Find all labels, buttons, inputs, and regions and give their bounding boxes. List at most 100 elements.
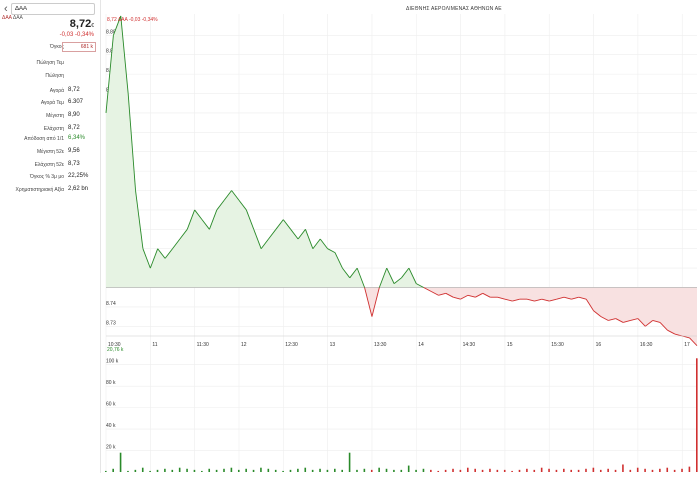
price-point — [194, 209, 203, 220]
volume-bar — [252, 469, 255, 472]
currency-suffix: € — [91, 23, 94, 29]
stat-row: Χρηματιστηριακή Αξία 2,62 bn — [0, 185, 100, 195]
price-point — [504, 298, 513, 302]
price-point — [223, 190, 232, 201]
chevron-left-icon[interactable]: ‹ — [4, 3, 8, 15]
x-tick-label: 14:30 — [463, 342, 476, 348]
price-point — [615, 318, 624, 323]
price-point — [120, 15, 129, 94]
price-point — [416, 283, 424, 288]
vol-tick-label: 80 k — [106, 380, 116, 386]
price-point — [549, 298, 557, 302]
volume-bar — [688, 466, 691, 472]
volume-bar — [319, 468, 321, 472]
area-above-baseline — [106, 15, 697, 288]
volume-bar — [407, 465, 410, 472]
stat-label: Ελάχιστη 52ε — [34, 162, 64, 168]
stat-row: Μέγιστη 52ε 9,56 — [0, 147, 100, 157]
volume-bar — [289, 469, 292, 472]
volume-bar — [437, 470, 440, 472]
stat-value: 8,90 — [68, 112, 80, 118]
ticker-code: ΔΑΑ ΔΑΑ — [2, 15, 23, 21]
price-point — [319, 238, 328, 249]
stat-label: Αγορά — [49, 88, 64, 94]
price-point — [438, 292, 446, 296]
volume-bar — [636, 467, 639, 472]
price-point — [585, 298, 594, 312]
x-tick-label: 16:30 — [640, 342, 653, 348]
search-input[interactable] — [11, 3, 95, 15]
price-point — [637, 318, 646, 327]
price-point — [209, 209, 218, 230]
price-point — [600, 316, 609, 321]
volume-bar — [452, 468, 454, 472]
price-point — [401, 267, 410, 279]
price-point — [556, 296, 565, 300]
price-point — [571, 296, 579, 300]
price-point — [312, 238, 321, 249]
stat-row: Μέγιστη 8,90 — [0, 111, 100, 121]
stat-label: Μέγιστη 52ε — [36, 149, 64, 155]
volume-value: 681 k — [62, 42, 96, 52]
quote-panel: ‹ ΔΑΑ ΔΑΑ 8,72€ -0,03 -0,34% Όγκος 681 k… — [0, 0, 101, 473]
stat-row: Απόδοση από 1/1 6,34% — [0, 134, 100, 144]
price-point — [623, 320, 631, 323]
volume-bar — [614, 469, 617, 472]
ticker-code-prefix: ΔΑΑ — [2, 15, 12, 21]
price-point — [157, 248, 166, 259]
price-point — [105, 35, 114, 113]
price-point — [563, 296, 572, 300]
price-point — [682, 335, 690, 339]
price-point — [238, 199, 247, 211]
stat-value: 8,72 — [68, 125, 80, 131]
volume-bar — [696, 358, 698, 472]
x-tick-label: 16 — [596, 342, 602, 348]
volume-bar — [496, 469, 499, 472]
price-point — [216, 199, 225, 211]
volume-bar — [481, 469, 484, 472]
volume-bar — [341, 469, 343, 472]
volume-bar — [526, 468, 528, 472]
volume-bar — [466, 467, 469, 472]
volume-bar — [348, 452, 351, 472]
chart-area[interactable]: 8.888.878.868.858.848.838.828.818.88.798… — [100, 14, 700, 473]
volume-bar — [592, 467, 595, 472]
x-tick-label: 11 — [152, 342, 157, 348]
price-point — [460, 294, 469, 300]
volume-bar — [274, 469, 277, 472]
volume-bar — [223, 468, 225, 472]
volume-bar — [297, 468, 299, 472]
price-point — [149, 248, 159, 269]
search-row: ‹ — [0, 2, 100, 16]
volume-bar — [400, 469, 403, 472]
stat-value: 22,25% — [68, 173, 89, 179]
price-point — [342, 267, 351, 279]
volume-bar — [260, 467, 262, 472]
price-point — [253, 229, 262, 249]
volume-bar — [356, 469, 358, 472]
price-point — [667, 329, 676, 335]
ticker-code-name: ΔΑΑ — [12, 15, 23, 21]
price-point — [430, 290, 439, 296]
price-point — [512, 298, 520, 302]
volume-bar — [518, 469, 521, 472]
price-point — [423, 287, 432, 292]
volume-bar — [178, 467, 181, 472]
price-chart[interactable]: 8.888.878.868.858.848.838.828.818.88.798… — [100, 14, 700, 473]
price-point — [275, 219, 284, 230]
price-point — [349, 267, 358, 279]
price-point — [608, 318, 616, 321]
x-tick-label: 12:30 — [285, 342, 298, 348]
price-point — [534, 298, 542, 302]
volume-bar — [311, 469, 314, 472]
price-point — [112, 15, 122, 36]
stat-row: Αγορά 8,72 — [0, 86, 100, 96]
stat-label: Μέγιστη — [46, 113, 64, 119]
last-price-value: 8,72 — [69, 18, 92, 30]
chart-inline-label: 8,72 ΔΑΑ -0,03 -0,34% — [107, 17, 158, 23]
volume-bar — [171, 469, 174, 472]
volume-bar — [208, 468, 211, 472]
stat-label: Χρηματιστηριακή Αξία — [15, 187, 64, 193]
price-point — [453, 296, 461, 300]
stat-label: Όγκος — [49, 44, 64, 50]
